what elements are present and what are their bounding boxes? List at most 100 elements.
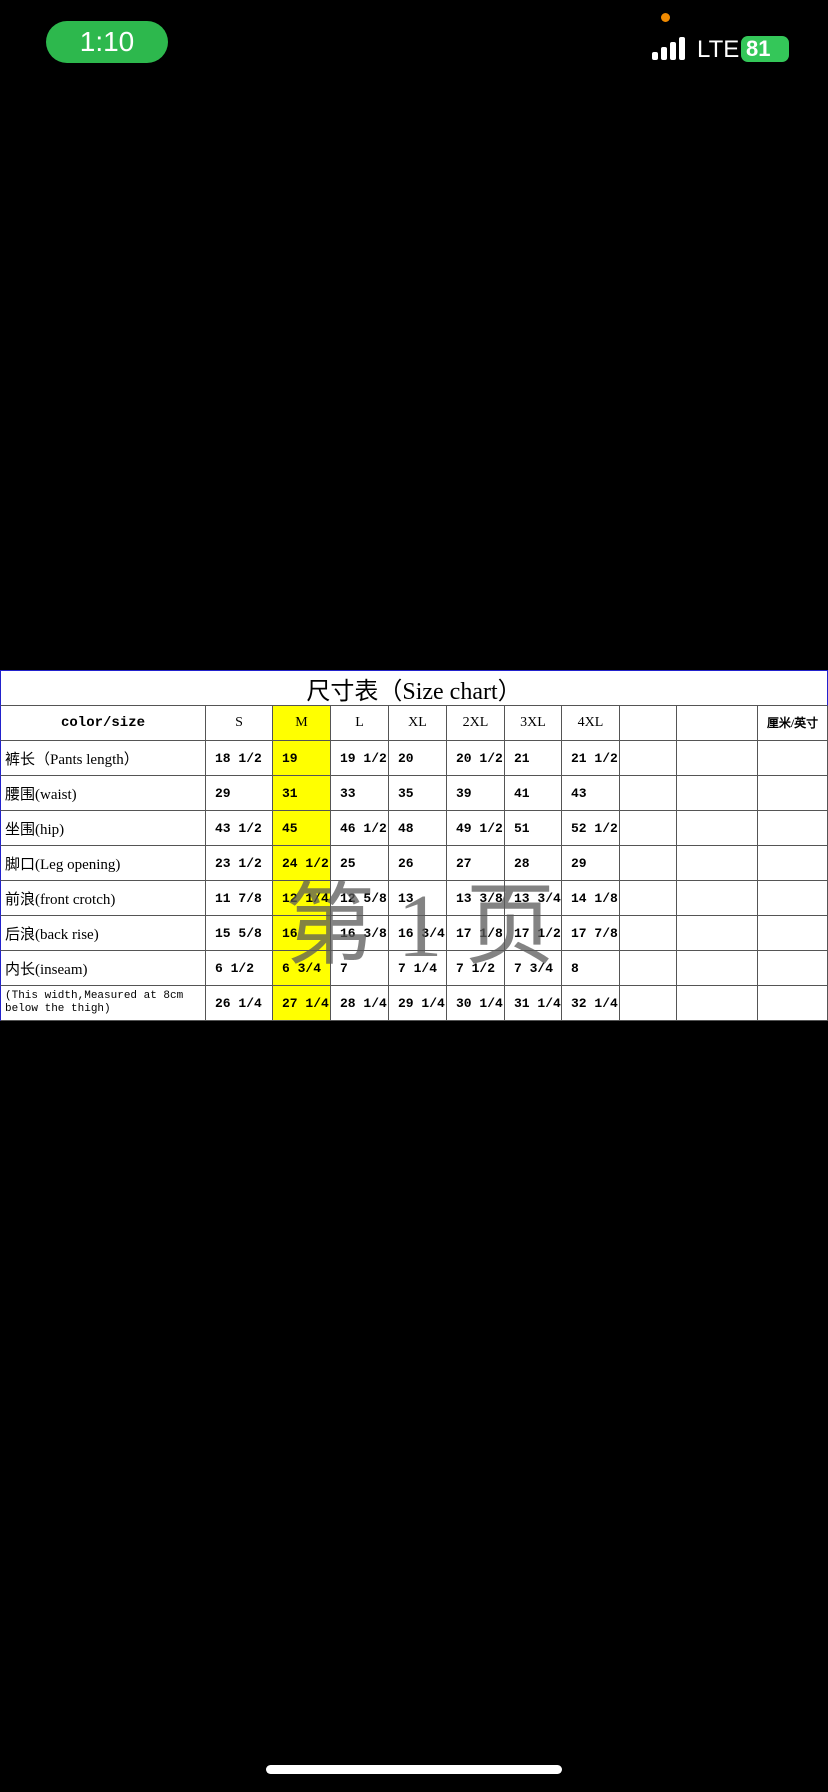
cell: 17 1/2 bbox=[505, 916, 562, 951]
cell: 29 bbox=[562, 846, 620, 881]
cell: 11 7/8 bbox=[206, 881, 273, 916]
cell: 48 bbox=[389, 811, 447, 846]
header-cell: color/size bbox=[0, 706, 206, 741]
cell bbox=[677, 881, 758, 916]
cell bbox=[758, 986, 828, 1021]
cell: 7 bbox=[331, 951, 389, 986]
row-label: 脚口(Leg opening) bbox=[0, 846, 206, 881]
cell bbox=[677, 916, 758, 951]
cell: 46 1/2 bbox=[331, 811, 389, 846]
cell bbox=[758, 741, 828, 776]
cell: 7 1/4 bbox=[389, 951, 447, 986]
cell: 45 bbox=[273, 811, 331, 846]
cell: 12 5/8 bbox=[331, 881, 389, 916]
home-indicator bbox=[266, 1765, 562, 1774]
cell bbox=[620, 811, 677, 846]
cell: 28 1/4 bbox=[331, 986, 389, 1021]
cell: 19 1/2 bbox=[331, 741, 389, 776]
cell bbox=[677, 776, 758, 811]
cell bbox=[677, 951, 758, 986]
cell bbox=[620, 881, 677, 916]
cell bbox=[620, 741, 677, 776]
cell: 29 1/4 bbox=[389, 986, 447, 1021]
cell: 23 1/2 bbox=[206, 846, 273, 881]
header-cell: 2XL bbox=[447, 706, 505, 741]
cell: 20 bbox=[389, 741, 447, 776]
cell: 7 3/4 bbox=[505, 951, 562, 986]
cell: 49 1/2 bbox=[447, 811, 505, 846]
cell: 6 1/2 bbox=[206, 951, 273, 986]
header-cell: S bbox=[206, 706, 273, 741]
cell: 43 1/2 bbox=[206, 811, 273, 846]
row-label: 前浪(front crotch) bbox=[0, 881, 206, 916]
row-label: 坐围(hip) bbox=[0, 811, 206, 846]
cell: 19 bbox=[273, 741, 331, 776]
cell: 16 3/4 bbox=[389, 916, 447, 951]
row-label: 后浪(back rise) bbox=[0, 916, 206, 951]
cell: 18 1/2 bbox=[206, 741, 273, 776]
header-cell: XL bbox=[389, 706, 447, 741]
cell: 7 1/2 bbox=[447, 951, 505, 986]
cell: 21 bbox=[505, 741, 562, 776]
cell: 31 bbox=[273, 776, 331, 811]
row-label: (This width,Measured at 8cm below the th… bbox=[0, 986, 206, 1021]
cell: 27 bbox=[447, 846, 505, 881]
cell bbox=[620, 951, 677, 986]
row-label: 裤长（Pants length） bbox=[0, 741, 206, 776]
cell: 41 bbox=[505, 776, 562, 811]
cell bbox=[620, 846, 677, 881]
header-cell bbox=[620, 706, 677, 741]
cell: 43 bbox=[562, 776, 620, 811]
cell bbox=[620, 986, 677, 1021]
cell bbox=[758, 776, 828, 811]
cell: 16 bbox=[273, 916, 331, 951]
cell: 52 1/2 bbox=[562, 811, 620, 846]
cell: 6 3/4 bbox=[273, 951, 331, 986]
cell bbox=[677, 846, 758, 881]
cell bbox=[620, 916, 677, 951]
table-title: 尺寸表（Size chart） bbox=[0, 670, 828, 706]
cell: 8 bbox=[562, 951, 620, 986]
cell bbox=[758, 951, 828, 986]
privacy-dot bbox=[661, 13, 670, 22]
row-label: 内长(inseam) bbox=[0, 951, 206, 986]
cell: 39 bbox=[447, 776, 505, 811]
battery-level: 81 bbox=[746, 36, 771, 61]
cell: 26 1/4 bbox=[206, 986, 273, 1021]
cell bbox=[758, 916, 828, 951]
header-cell: L bbox=[331, 706, 389, 741]
cell bbox=[677, 811, 758, 846]
cell: 17 7/8 bbox=[562, 916, 620, 951]
battery: 81 bbox=[741, 36, 789, 62]
cell: 33 bbox=[331, 776, 389, 811]
cell: 26 bbox=[389, 846, 447, 881]
cell: 13 3/4 bbox=[505, 881, 562, 916]
cell: 15 5/8 bbox=[206, 916, 273, 951]
row-label: 腰围(waist) bbox=[0, 776, 206, 811]
cell: 29 bbox=[206, 776, 273, 811]
cell: 51 bbox=[505, 811, 562, 846]
time: 1:10 bbox=[79, 26, 135, 57]
cell: 31 1/4 bbox=[505, 986, 562, 1021]
header-cell: 4XL bbox=[562, 706, 620, 741]
size-table: 尺寸表（Size chart） color/size S M L XL 2XL 3XL 4XL 厘… bbox=[0, 670, 828, 1021]
network: LTE bbox=[697, 36, 740, 63]
cell bbox=[620, 776, 677, 811]
cell: 20 1/2 bbox=[447, 741, 505, 776]
signal bbox=[652, 37, 685, 60]
cell: 25 bbox=[331, 846, 389, 881]
cell: 14 1/8 bbox=[562, 881, 620, 916]
header-cell bbox=[677, 706, 758, 741]
cell: 16 3/8 bbox=[331, 916, 389, 951]
cell: 12 1/4 bbox=[273, 881, 331, 916]
cell: 21 1/2 bbox=[562, 741, 620, 776]
header-cell: 厘米/英寸 bbox=[758, 706, 828, 741]
header-cell: M bbox=[273, 706, 331, 741]
time-pill: 1:10 bbox=[46, 21, 168, 63]
cell: 35 bbox=[389, 776, 447, 811]
cell bbox=[758, 811, 828, 846]
cell: 30 1/4 bbox=[447, 986, 505, 1021]
cell: 28 bbox=[505, 846, 562, 881]
cell: 27 1/4 bbox=[273, 986, 331, 1021]
